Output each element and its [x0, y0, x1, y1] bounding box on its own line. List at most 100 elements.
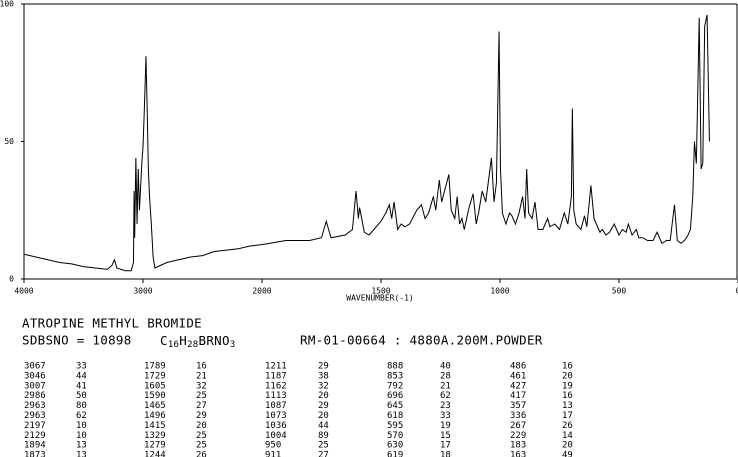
peak-intensity: 27 — [196, 401, 207, 411]
peak-intensity: 33 — [76, 362, 87, 372]
peak-intensity: 14 — [562, 431, 573, 441]
y-tick-label: 100 — [0, 0, 14, 9]
peak-intensity: 50 — [76, 391, 87, 401]
x-tick-label: 2000 — [252, 287, 271, 296]
peak-wavenumber: 1004 — [265, 431, 287, 441]
peak-wavenumber: 1496 — [144, 411, 166, 421]
peak-intensity: 15 — [440, 431, 451, 441]
peak-wavenumber: 417 — [510, 391, 526, 401]
peak-intensity: 38 — [318, 371, 329, 381]
peak-intensity: 16 — [562, 362, 573, 372]
peak-intensity: 33 — [440, 411, 451, 421]
peak-intensity: 20 — [318, 391, 329, 401]
peak-wavenumber: 1244 — [144, 451, 166, 457]
peak-intensity: 25 — [196, 431, 207, 441]
peak-wavenumber: 486 — [510, 362, 526, 372]
peak-wavenumber: 1279 — [144, 441, 166, 451]
peak-intensity: 32 — [318, 381, 329, 391]
peak-wavenumber: 570 — [387, 431, 403, 441]
peak-intensity: 27 — [318, 451, 329, 457]
peak-intensity: 21 — [440, 381, 451, 391]
peak-intensity: 29 — [318, 401, 329, 411]
peak-wavenumber: 1211 — [265, 362, 287, 372]
y-tick-label: 50 — [4, 137, 14, 146]
x-tick-label: 1500 — [371, 287, 390, 296]
peak-wavenumber: 645 — [387, 401, 403, 411]
x-tick-label: 1000 — [490, 287, 509, 296]
peak-intensity: 13 — [562, 401, 573, 411]
x-axis-label: WAVENUMBER(-1) — [346, 294, 413, 303]
peak-intensity: 17 — [440, 441, 451, 451]
sdbs-number: SDBSNO = 10898 — [22, 333, 132, 348]
peak-wavenumber: 3067 — [24, 362, 46, 372]
peak-intensity: 25 — [196, 391, 207, 401]
peak-wavenumber: 696 — [387, 391, 403, 401]
peak-intensity: 19 — [562, 381, 573, 391]
peak-wavenumber: 1605 — [144, 381, 166, 391]
peak-wavenumber: 229 — [510, 431, 526, 441]
peak-wavenumber: 2963 — [24, 401, 46, 411]
peak-intensity: 21 — [196, 371, 207, 381]
peak-wavenumber: 950 — [265, 441, 281, 451]
peak-intensity: 41 — [76, 381, 87, 391]
peak-intensity: 44 — [318, 421, 329, 431]
formula-part: H — [179, 333, 187, 348]
peak-intensity: 18 — [440, 451, 451, 457]
peak-intensity: 32 — [196, 381, 207, 391]
peak-wavenumber: 2963 — [24, 411, 46, 421]
peak-intensity: 19 — [440, 421, 451, 431]
peak-intensity: 89 — [318, 431, 329, 441]
peak-intensity: 62 — [440, 391, 451, 401]
peak-wavenumber: 183 — [510, 441, 526, 451]
peak-wavenumber: 1873 — [24, 451, 46, 457]
peak-intensity: 29 — [318, 362, 329, 372]
peak-wavenumber: 618 — [387, 411, 403, 421]
peak-intensity: 20 — [318, 411, 329, 421]
peak-intensity: 25 — [196, 441, 207, 451]
peak-wavenumber: 1187 — [265, 371, 287, 381]
peak-wavenumber: 3046 — [24, 371, 46, 381]
peak-wavenumber: 2197 — [24, 421, 46, 431]
peak-intensity: 26 — [196, 451, 207, 457]
peak-wavenumber: 2129 — [24, 431, 46, 441]
peak-wavenumber: 163 — [510, 451, 526, 457]
peak-wavenumber: 595 — [387, 421, 403, 431]
peak-intensity: 13 — [76, 451, 87, 457]
peak-intensity: 80 — [76, 401, 87, 411]
formula-subscript: 3 — [230, 340, 236, 350]
peak-wavenumber: 1789 — [144, 362, 166, 372]
spectrum-line — [23, 14, 710, 272]
peak-intensity: 20 — [196, 421, 207, 431]
peak-wavenumber: 888 — [387, 362, 403, 372]
peak-intensity: 23 — [440, 401, 451, 411]
peak-wavenumber: 1036 — [265, 421, 287, 431]
peak-wavenumber: 461 — [510, 371, 526, 381]
peak-intensity: 29 — [196, 411, 207, 421]
conditions: RM-01-00664 : 4880A.200M.POWDER — [300, 333, 543, 348]
peak-wavenumber: 2986 — [24, 391, 46, 401]
formula-part: BRNO — [199, 333, 230, 348]
peak-wavenumber: 3007 — [24, 381, 46, 391]
x-tick-label: 4000 — [14, 287, 33, 296]
peak-wavenumber: 853 — [387, 371, 403, 381]
peak-wavenumber: 1465 — [144, 401, 166, 411]
peak-wavenumber: 619 — [387, 451, 403, 457]
peak-intensity: 16 — [196, 362, 207, 372]
peak-intensity: 40 — [440, 362, 451, 372]
formula: C16H28BRNO3 — [160, 333, 236, 350]
peak-wavenumber: 427 — [510, 381, 526, 391]
peak-wavenumber: 1087 — [265, 401, 287, 411]
peak-intensity: 16 — [562, 391, 573, 401]
peak-wavenumber: 1415 — [144, 421, 166, 431]
peak-wavenumber: 792 — [387, 381, 403, 391]
formula-subscript: 16 — [168, 340, 179, 350]
peak-wavenumber: 357 — [510, 401, 526, 411]
peak-intensity: 26 — [562, 421, 573, 431]
peak-intensity: 28 — [440, 371, 451, 381]
peak-wavenumber: 336 — [510, 411, 526, 421]
x-tick-label: 500 — [612, 287, 627, 296]
peak-wavenumber: 911 — [265, 451, 281, 457]
peak-wavenumber: 1729 — [144, 371, 166, 381]
peak-intensity: 25 — [318, 441, 329, 451]
